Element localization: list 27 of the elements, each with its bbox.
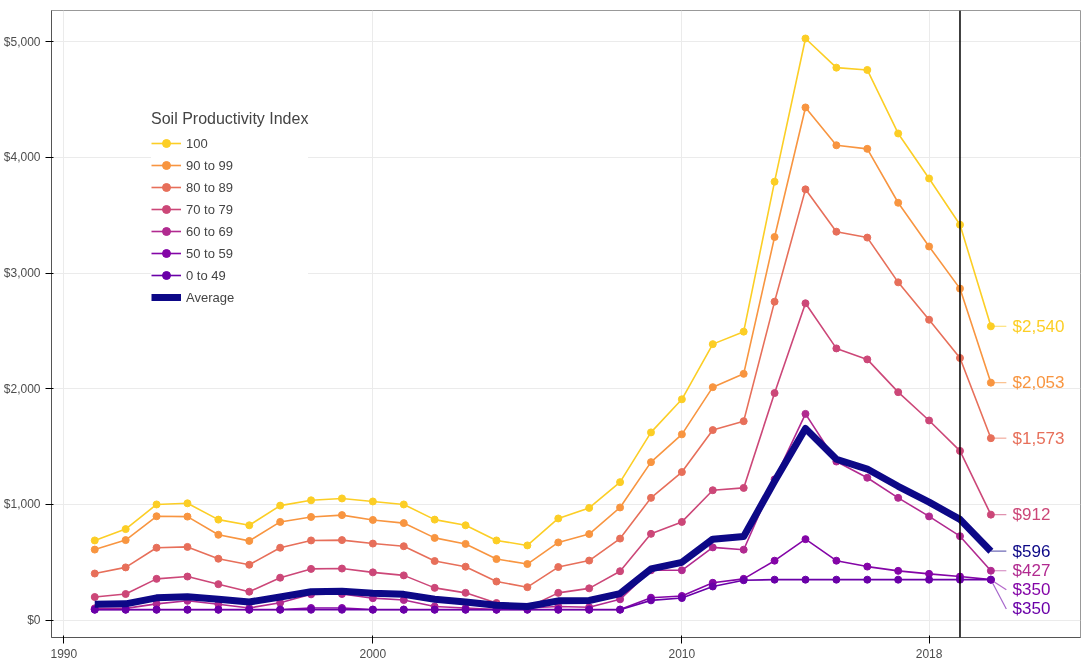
data-label: $350	[1012, 580, 1051, 600]
x-tick-label: 2018	[915, 646, 943, 661]
y-tick-label: $5,000	[3, 34, 41, 49]
legend-label: Average	[186, 289, 235, 305]
x-tick-label: 1990	[50, 646, 78, 661]
data-label: $596	[1012, 541, 1051, 561]
legend-label: 100	[186, 135, 208, 151]
data-label: $912	[1012, 505, 1051, 525]
y-tick-label: $3,000	[3, 266, 41, 281]
legend-label: 50 to 59	[186, 245, 233, 261]
legend-label: 80 to 89	[186, 179, 233, 195]
legend-label: 70 to 79	[186, 201, 233, 217]
y-tick-label: $0	[27, 613, 41, 628]
x-tick-label: 2010	[668, 646, 696, 661]
y-tick-label: $4,000	[3, 150, 41, 165]
legend-label: 0 to 49	[186, 267, 226, 283]
data-label: $427	[1012, 561, 1051, 581]
legend-label: 60 to 69	[186, 223, 233, 239]
data-label: $2,053	[1012, 373, 1065, 393]
legend-label: 90 to 99	[186, 157, 233, 173]
y-tick-label: $1,000	[3, 497, 41, 512]
data-label: $2,540	[1012, 316, 1065, 336]
legend-title: Soil Productivity Index	[151, 110, 309, 128]
data-label: $350	[1012, 599, 1051, 619]
y-tick-label: $2,000	[3, 381, 41, 396]
data-label: $1,573	[1012, 428, 1065, 448]
x-tick-label: 2000	[359, 646, 387, 661]
